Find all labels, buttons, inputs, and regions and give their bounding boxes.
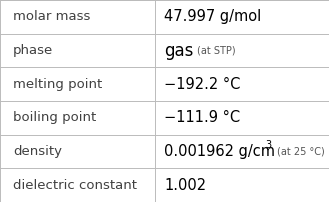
Text: gas: gas bbox=[164, 41, 194, 60]
Text: density: density bbox=[13, 145, 62, 158]
Text: (at 25 °C): (at 25 °C) bbox=[277, 146, 325, 157]
Text: 1.002: 1.002 bbox=[164, 178, 207, 193]
Text: (at STP): (at STP) bbox=[197, 45, 236, 56]
Text: 3: 3 bbox=[265, 140, 271, 150]
Text: 47.997 g/mol: 47.997 g/mol bbox=[164, 9, 262, 24]
Text: boiling point: boiling point bbox=[13, 111, 96, 124]
Text: dielectric constant: dielectric constant bbox=[13, 179, 137, 192]
Text: −192.2 °C: −192.2 °C bbox=[164, 77, 241, 92]
Text: 0.001962 g/cm: 0.001962 g/cm bbox=[164, 144, 275, 159]
Text: molar mass: molar mass bbox=[13, 10, 90, 23]
Text: phase: phase bbox=[13, 44, 53, 57]
Text: melting point: melting point bbox=[13, 78, 102, 91]
Text: −111.9 °C: −111.9 °C bbox=[164, 110, 240, 125]
